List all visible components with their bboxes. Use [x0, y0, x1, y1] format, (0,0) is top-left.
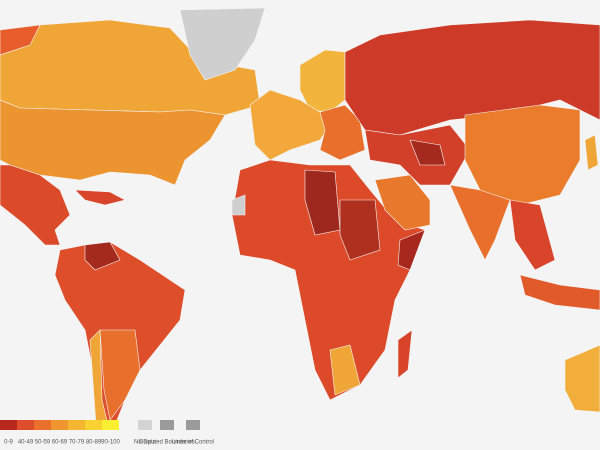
indonesia [519, 274, 600, 311]
legend-label: 50-59 [35, 440, 51, 446]
western-sahara [231, 194, 246, 216]
legend-swatch [34, 420, 51, 430]
legend-label: 70-79 [69, 440, 85, 446]
scandinavia [299, 49, 346, 113]
caribbean [74, 189, 126, 206]
southern-africa [329, 344, 361, 396]
legend-label: Disputed Boundaries [139, 440, 195, 446]
japan [584, 134, 599, 171]
eastern-europe [319, 104, 366, 161]
legend-label: 60-69 [52, 440, 68, 446]
legend-label: Lines of Control [172, 440, 214, 446]
mexico-central-america [0, 164, 71, 246]
legend-swatch [160, 420, 174, 430]
legend: 0-9 40-49 50-59 60-69 70-79 80-89 90-100 No Dat… [0, 420, 214, 446]
legend-swatch [138, 420, 152, 430]
legend-label: 90-100 [101, 440, 120, 446]
argentina [99, 329, 141, 421]
madagascar [397, 329, 413, 379]
venezuela [84, 241, 121, 271]
sudan [339, 199, 381, 261]
greenland [179, 7, 266, 81]
chile [89, 329, 109, 426]
legend-label: 80-89 [86, 440, 102, 446]
libya [304, 169, 341, 236]
somalia [397, 229, 426, 271]
legend-swatch [17, 420, 34, 430]
legend-swatch [68, 420, 85, 430]
legend-swatch [102, 420, 119, 430]
legend-swatch [51, 420, 68, 430]
china [464, 104, 581, 206]
india [449, 184, 511, 261]
legend-label: No Data [134, 440, 157, 446]
legend-label: 40-49 [18, 440, 34, 446]
southeast-asia [509, 199, 556, 271]
australia [564, 344, 600, 413]
legend-label: 0-9 [4, 440, 13, 446]
legend-swatch [186, 420, 200, 430]
legend-swatch [85, 420, 102, 430]
afghanistan [409, 139, 446, 166]
legend-swatch [0, 420, 17, 430]
alaska [0, 24, 41, 56]
